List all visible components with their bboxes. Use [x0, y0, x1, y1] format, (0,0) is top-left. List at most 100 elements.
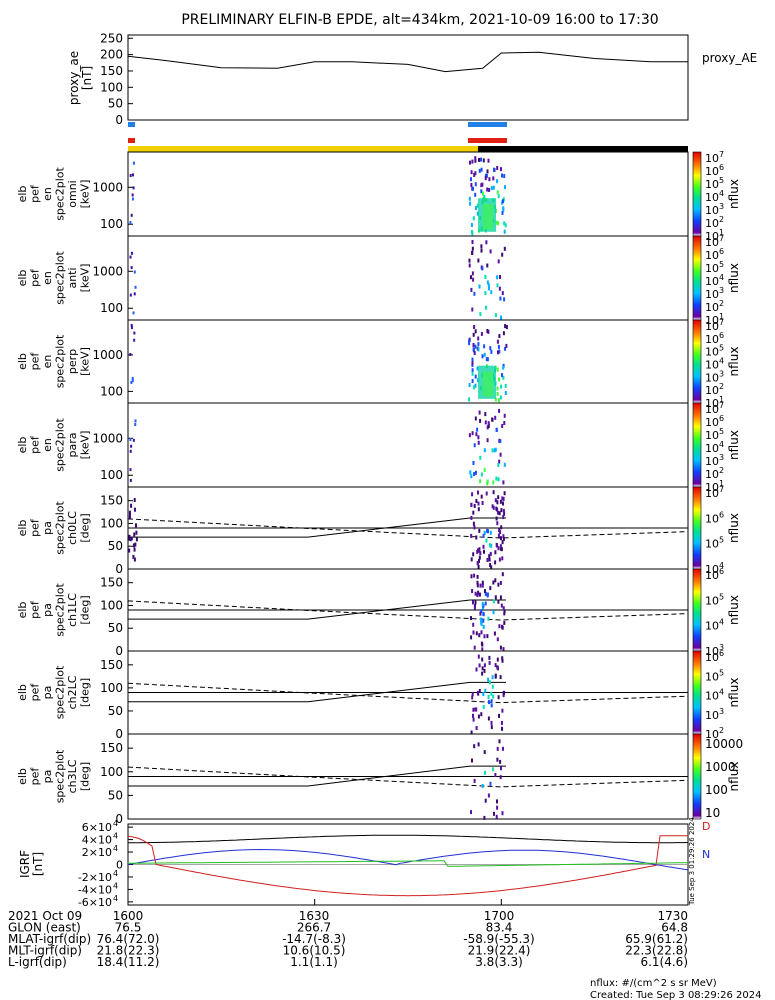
igrf-legend-n: N	[702, 848, 710, 861]
pa-pixel	[482, 705, 485, 709]
colorbar	[692, 151, 702, 237]
pa-pixel	[473, 744, 476, 749]
spec-pixel	[486, 187, 489, 192]
colorbar-label: nflux	[727, 347, 741, 377]
colorbar-tick-exponent: 4	[719, 561, 724, 570]
spec-pixel	[486, 357, 489, 362]
colorbar-tick-exponent: 6	[719, 510, 724, 519]
colorbar-tick-label: 10	[705, 538, 719, 551]
pa-pixel	[476, 593, 479, 598]
pa-pixel	[489, 781, 492, 786]
spec-panel-frame	[127, 151, 689, 237]
spec-pixel	[486, 438, 489, 443]
spec-pixel	[484, 412, 487, 417]
spec-pixel	[493, 448, 496, 453]
spec-pixel	[482, 191, 484, 196]
spec-pixel	[495, 476, 498, 481]
pa-pixel	[492, 610, 495, 615]
colorbar-tick-exponent: 4	[719, 273, 724, 282]
spec-pixel	[504, 324, 507, 329]
spec-pixel	[500, 167, 502, 172]
pa-pixel	[475, 667, 478, 672]
colorbar-tick-label: 10	[705, 384, 719, 397]
pa-pixel	[133, 532, 136, 537]
pa-pixel	[494, 560, 497, 565]
spec-pixel	[488, 177, 491, 182]
spec-pixel	[484, 275, 487, 279]
colorbar-tick-label: 10	[705, 262, 719, 275]
pa-pixel	[471, 692, 474, 697]
pa-pixel	[497, 495, 500, 500]
table-cell: 21.8(22.3)	[97, 944, 160, 958]
spec-ylabel: pef	[29, 683, 42, 702]
pa-pixel	[471, 492, 474, 497]
pa-pixel	[484, 589, 486, 594]
pa-pixel	[502, 647, 505, 652]
spec-pixel	[471, 368, 474, 373]
pa-pixel	[476, 580, 479, 585]
spec-pixel	[473, 291, 476, 296]
pa-pixel	[496, 799, 498, 804]
pa-pixel	[472, 510, 475, 515]
spec-pixel	[486, 425, 489, 430]
pa-pixel	[483, 770, 486, 775]
spec-pixel	[131, 197, 134, 201]
spec-pixel	[500, 315, 502, 320]
pa-pixel	[472, 622, 475, 627]
spec-pixel	[129, 255, 132, 259]
table-row-label: MLT-igrf(dip)	[8, 944, 82, 958]
spec-pixel	[505, 325, 508, 330]
pa-pixel	[473, 605, 476, 610]
pa-pixel	[133, 498, 136, 503]
spec-pixel	[481, 266, 484, 271]
spec-pixel	[503, 297, 506, 302]
spec-pixel	[502, 375, 505, 380]
spec-pixel	[474, 182, 477, 187]
ae-ytick-label: 50	[108, 97, 123, 111]
pa-pixel	[477, 501, 480, 506]
table-cell: 3.8(3.3)	[475, 955, 523, 969]
pa-pixel	[486, 558, 489, 562]
spec-pixel	[496, 190, 499, 195]
colorbar-tick-label: 10	[705, 346, 719, 359]
pa-pixel	[473, 645, 476, 650]
pa-anti-loss-cone	[127, 766, 689, 788]
spec-pixel	[478, 157, 480, 162]
spec-pixel	[492, 185, 495, 190]
spec-pixel	[474, 383, 477, 388]
spec-pixel	[133, 331, 136, 335]
pa-pixel	[499, 499, 502, 504]
spec-pixel	[494, 397, 497, 402]
colorbar-label: nflux	[727, 513, 741, 543]
spec-pixel	[129, 468, 132, 472]
pa-pixel	[472, 521, 475, 526]
pa-pixel	[489, 586, 492, 591]
pa-pixel	[476, 583, 479, 588]
spec-pixel	[129, 174, 132, 178]
colorbar-tick-exponent: 7	[719, 485, 724, 494]
pa-pixel	[501, 540, 504, 545]
spec-pixel	[496, 392, 499, 396]
pa-pixel	[471, 589, 474, 593]
spec-pixel	[478, 410, 481, 415]
igrf-ytick-exponent: 4	[113, 819, 118, 828]
spec-pixel	[480, 167, 483, 172]
spec-pixel	[473, 325, 476, 329]
pa-pixel	[494, 578, 497, 583]
spec-pixel	[483, 344, 486, 349]
pa-pixel	[470, 730, 473, 735]
spec-pixel	[486, 479, 489, 484]
igrf-ytick-label: 4×10	[82, 834, 112, 847]
colorbar-tick-label: 10	[705, 620, 719, 633]
spec-pixel	[480, 244, 483, 249]
table-cell: 1.1(1.1)	[290, 955, 338, 969]
pa-pixel	[492, 505, 495, 510]
spec-pixel	[468, 341, 471, 346]
pa-pixel	[128, 515, 131, 520]
ae-ytick-label: 0	[115, 113, 123, 127]
pa-pixel	[497, 510, 499, 515]
colorbar-tick-label: 10	[705, 275, 719, 288]
